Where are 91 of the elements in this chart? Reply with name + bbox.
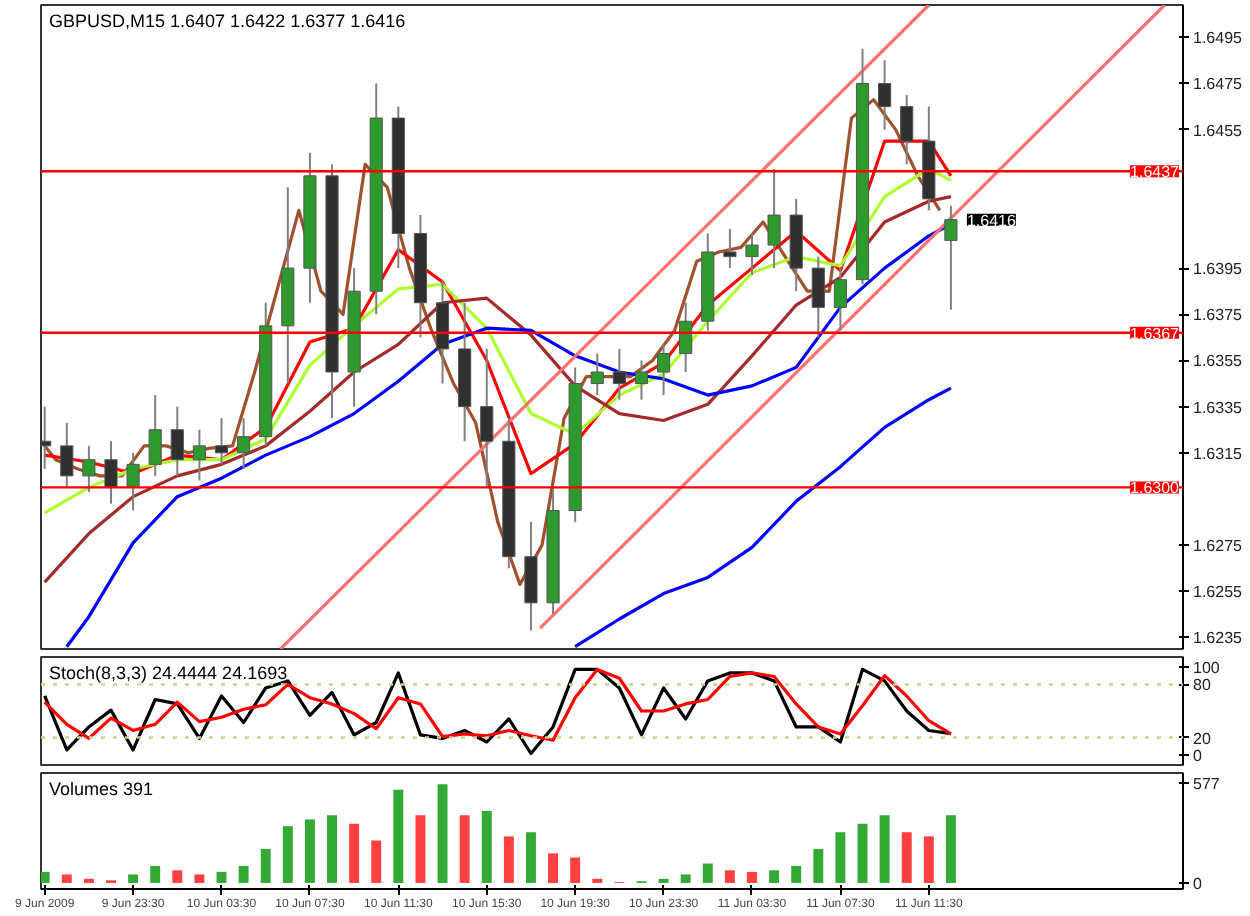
bar	[481, 810, 492, 883]
line-series	[573, 386, 953, 649]
ref-line-label: 1.6437	[1130, 163, 1181, 182]
bar	[282, 826, 293, 883]
y-tick-label: 1.6315	[1193, 444, 1244, 463]
y-tick-label: 1.6355	[1193, 352, 1244, 371]
candlestick	[104, 440, 118, 505]
bar	[945, 815, 956, 883]
candlestick	[900, 94, 914, 166]
candlestick	[612, 347, 626, 401]
bar	[702, 863, 713, 883]
y-tick-label: 0	[1193, 747, 1203, 766]
y-tick-label: 1.6255	[1193, 583, 1244, 602]
candlestick	[214, 417, 229, 466]
bar	[791, 865, 802, 883]
candlestick	[745, 232, 759, 277]
candlestick	[723, 227, 737, 270]
y-tick-label: 100	[1193, 658, 1221, 677]
bar	[747, 871, 757, 883]
y-tick-label: 1.6455	[1193, 121, 1244, 140]
bar	[304, 819, 315, 883]
candlestick	[590, 352, 604, 397]
candlestick	[148, 394, 162, 477]
candlestick	[480, 347, 494, 489]
bar	[349, 823, 360, 883]
candlestick	[126, 451, 140, 512]
line-series	[43, 167, 953, 515]
annotation: 1.6416	[966, 211, 1017, 230]
bar	[503, 836, 514, 883]
y-tick-label: 0	[1193, 874, 1203, 893]
ref-line-label: 1.6300	[1130, 479, 1181, 498]
bar	[857, 823, 868, 883]
y-tick-label: 20	[1193, 729, 1212, 748]
candlestick	[435, 278, 450, 385]
bar	[525, 832, 536, 883]
candlestick	[944, 204, 958, 311]
ref-line-label: 1.6367	[1130, 324, 1181, 343]
bar	[459, 815, 470, 883]
candlestick	[767, 167, 781, 270]
bar	[216, 871, 227, 883]
chart-title: Volumes 391	[49, 779, 154, 799]
bar	[393, 789, 404, 883]
chart-title: Stoch(8,3,3) 24.4444 24.1693	[49, 663, 288, 683]
candlestick	[878, 59, 892, 131]
bar	[194, 874, 205, 883]
candlestick	[82, 444, 96, 494]
bar	[570, 857, 581, 883]
y-tick-label: 1.6375	[1193, 306, 1244, 325]
bar	[879, 815, 890, 883]
candlestick	[192, 428, 206, 482]
y-tick-label: 1.6235	[1193, 629, 1244, 648]
bar	[238, 865, 249, 883]
bar	[172, 870, 183, 883]
candlestick	[679, 301, 693, 374]
bar	[371, 840, 382, 883]
y-tick-label: 1.6335	[1193, 398, 1244, 417]
bar	[327, 815, 337, 883]
candlestick	[170, 405, 184, 477]
bar	[813, 849, 824, 883]
line-series	[43, 194, 953, 584]
bar	[61, 874, 72, 883]
bar	[150, 865, 161, 883]
candlestick	[833, 267, 847, 332]
bar	[724, 870, 735, 883]
bar	[128, 874, 139, 883]
candlestick	[524, 521, 538, 632]
candlestick	[657, 343, 671, 397]
bar	[923, 836, 934, 883]
bar	[835, 832, 846, 883]
bar	[901, 832, 912, 883]
y-tick-label: 1.6495	[1193, 29, 1244, 48]
bar	[769, 870, 780, 883]
line-series	[43, 667, 953, 742]
bar	[260, 849, 271, 883]
line-series	[41, 98, 942, 586]
y-tick-label: 1.6395	[1193, 260, 1244, 279]
chart-title: GBPUSD,M15 1.6407 1.6422 1.6377 1.6416	[49, 11, 406, 31]
candlestick	[237, 417, 251, 470]
bar	[415, 815, 426, 883]
y-tick-label: 1.6275	[1193, 537, 1244, 556]
candlestick	[634, 359, 649, 401]
candlestick	[60, 421, 74, 489]
y-tick-label: 1.6475	[1193, 75, 1244, 94]
bar	[680, 874, 691, 883]
bar	[548, 853, 559, 883]
line-series	[43, 667, 953, 756]
y-tick-label: 577	[1193, 775, 1221, 794]
bar	[437, 784, 448, 883]
bar	[41, 871, 50, 883]
y-tick-label: 80	[1193, 676, 1212, 695]
candlestick	[811, 255, 825, 339]
